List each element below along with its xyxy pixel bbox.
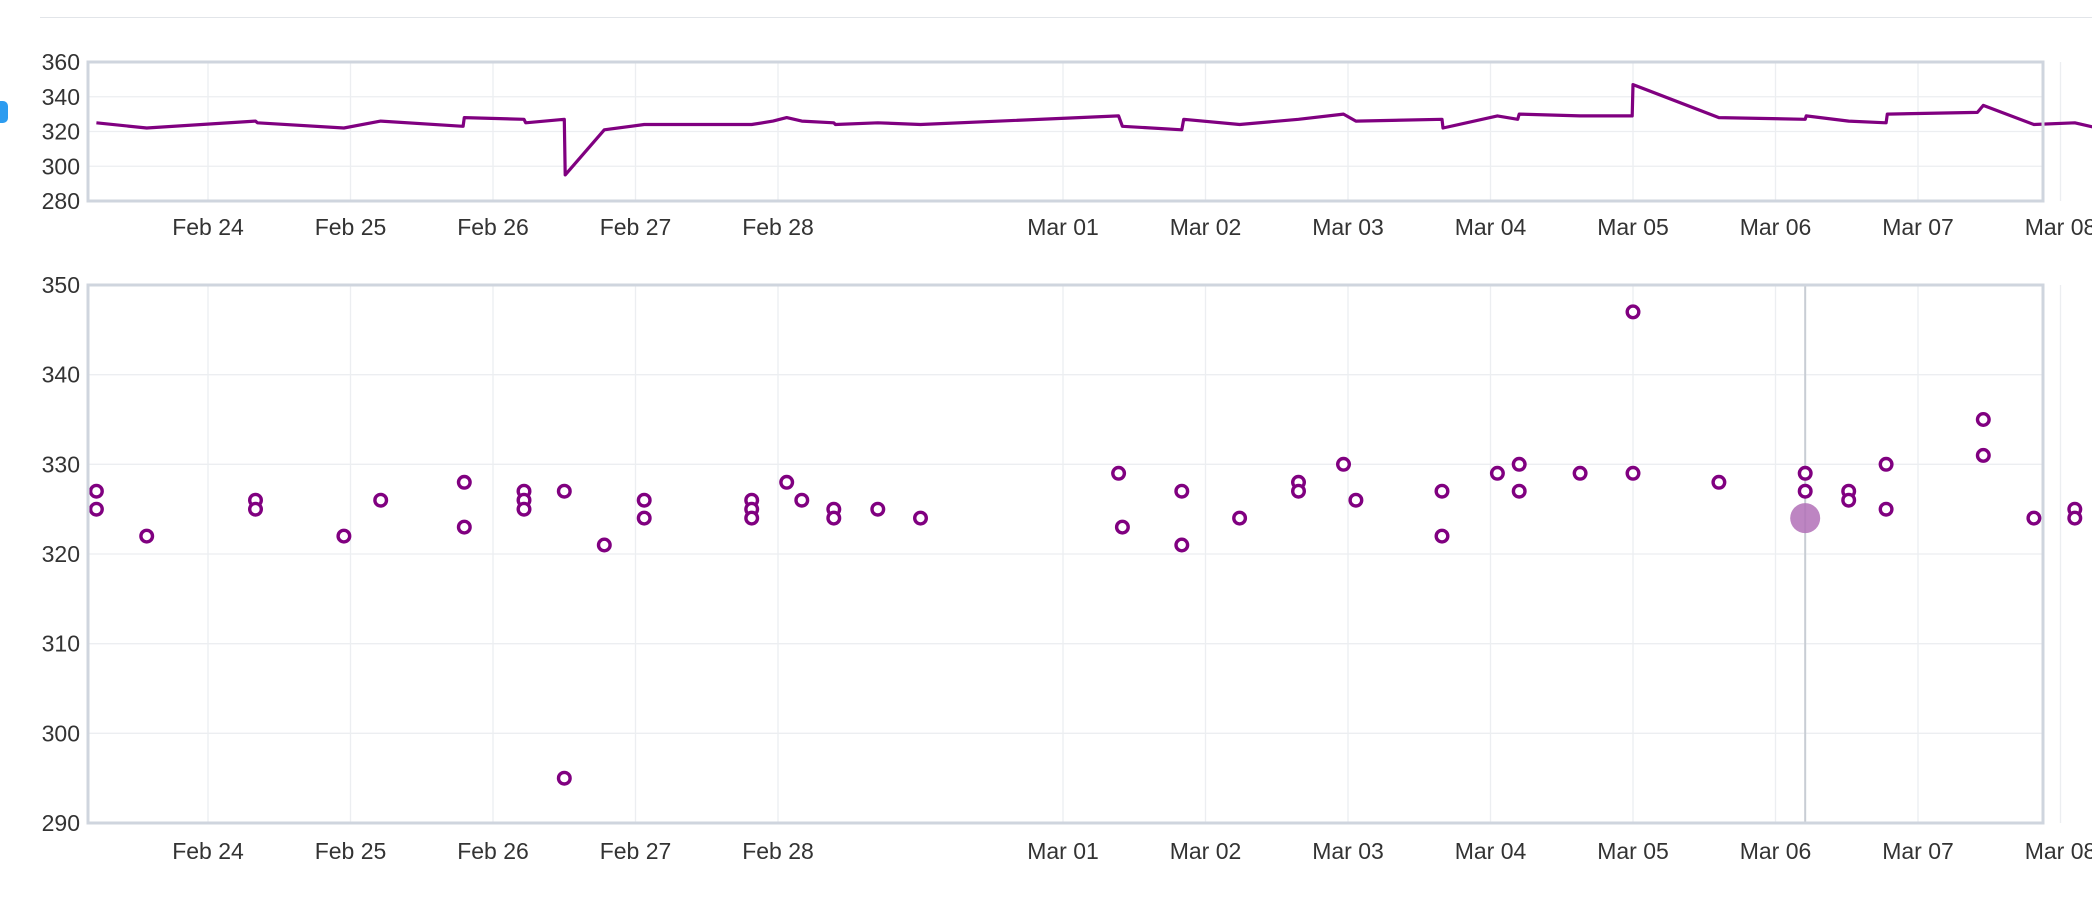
detail-gridlines: [88, 284, 2062, 824]
scatter-point[interactable]: [1290, 483, 1306, 499]
overview-y-tick-label: 340: [42, 84, 80, 110]
overview-x-tick-label: Mar 08: [2025, 214, 2092, 240]
scatter-point[interactable]: [1841, 492, 1857, 508]
overview-x-tick-label: Feb 26: [457, 214, 529, 240]
overview-x-tick-label: Mar 04: [1455, 214, 1527, 240]
scatter-point[interactable]: [139, 528, 155, 544]
overview-x-tick-label: Mar 03: [1312, 214, 1384, 240]
overview-gridlines: [88, 61, 2062, 202]
overview-x-tick-label: Feb 25: [315, 214, 387, 240]
scatter-point[interactable]: [88, 483, 104, 499]
overview-x-tick-label: Mar 06: [1740, 214, 1812, 240]
header-divider: [40, 17, 2092, 18]
detail-y-tick-label: 350: [42, 272, 80, 298]
detail-x-tick-label: Feb 28: [742, 838, 814, 864]
scatter-point[interactable]: [1348, 492, 1364, 508]
scatter-point[interactable]: [779, 474, 795, 490]
scatter-point[interactable]: [556, 770, 572, 786]
scatter-point[interactable]: [2026, 510, 2042, 526]
overview-x-tick-label: Mar 02: [1170, 214, 1242, 240]
scatter-point[interactable]: [1111, 465, 1127, 481]
scatter-point[interactable]: [1797, 483, 1813, 499]
overview-x-tick-label: Feb 28: [742, 214, 814, 240]
overview-series-line[interactable]: [96, 83, 2092, 177]
scatter-point[interactable]: [373, 492, 389, 508]
detail-x-tick-label: Mar 08: [2025, 838, 2092, 864]
overview-y-tick-label: 320: [42, 119, 80, 145]
scatter-point[interactable]: [336, 528, 352, 544]
detail-x-tick-label: Feb 26: [457, 838, 529, 864]
side-tab-badge[interactable]: [0, 101, 8, 123]
scatter-point[interactable]: [1878, 456, 1894, 472]
scatter-point[interactable]: [1489, 465, 1505, 481]
overview-x-tick-label: Mar 07: [1882, 214, 1954, 240]
hover-point-halo: [1790, 503, 1821, 534]
scatter-point[interactable]: [636, 510, 652, 526]
scatter-point[interactable]: [636, 492, 652, 508]
detail-scatter-chart[interactable]: 290 300 310 320 330 340 350 Feb 24 Feb 25 Feb 26 F…: [42, 272, 2092, 864]
detail-y-tick-label: 340: [42, 362, 80, 388]
overview-x-tick-label: Mar 01: [1027, 214, 1099, 240]
detail-x-tick-label: Mar 01: [1027, 838, 1099, 864]
scatter-point[interactable]: [1797, 465, 1813, 481]
overview-x-tick-label: Feb 24: [172, 214, 244, 240]
scatter-point[interactable]: [1625, 304, 1641, 320]
scatter-point[interactable]: [1511, 483, 1527, 499]
scatter-point[interactable]: [1114, 519, 1130, 535]
detail-y-tick-label: 290: [42, 810, 80, 836]
detail-x-tick-label: Mar 02: [1170, 838, 1242, 864]
overview-line-chart[interactable]: 280 300 320 340 360 Feb 24 Feb 25 Feb 26 Feb 27 F…: [42, 49, 2092, 240]
scatter-point[interactable]: [2067, 510, 2083, 526]
detail-x-tick-label: Mar 03: [1312, 838, 1384, 864]
detail-x-tick-label: Feb 25: [315, 838, 387, 864]
overview-y-tick-label: 280: [42, 188, 80, 214]
detail-x-tick-label: Mar 07: [1882, 838, 1954, 864]
scatter-point[interactable]: [516, 501, 532, 517]
scatter-point[interactable]: [88, 501, 104, 517]
scatter-point[interactable]: [556, 483, 572, 499]
detail-plot-frame: [86, 283, 2045, 825]
scatter-point[interactable]: [456, 519, 472, 535]
scatter-point[interactable]: [1434, 528, 1450, 544]
detail-x-tick-label: Feb 27: [600, 838, 672, 864]
scatter-point[interactable]: [1711, 474, 1727, 490]
scatter-point[interactable]: [596, 537, 612, 553]
scatter-point[interactable]: [1975, 447, 1991, 463]
overview-y-tick-label: 300: [42, 153, 80, 179]
scatter-point[interactable]: [1878, 501, 1894, 517]
detail-x-tick-label: Mar 06: [1740, 838, 1812, 864]
scatter-point[interactable]: [870, 501, 886, 517]
scatter-point[interactable]: [247, 501, 263, 517]
scatter-point[interactable]: [913, 510, 929, 526]
overview-y-tick-label: 360: [42, 49, 80, 75]
scatter-point[interactable]: [456, 474, 472, 490]
detail-x-tick-label: Mar 04: [1455, 838, 1527, 864]
scatter-point[interactable]: [744, 510, 760, 526]
overview-plot-frame: [86, 60, 2045, 203]
detail-x-tick-label: Feb 24: [172, 838, 244, 864]
scatter-point[interactable]: [1335, 456, 1351, 472]
scatter-point[interactable]: [1174, 483, 1190, 499]
overview-x-tick-label: Mar 05: [1597, 214, 1669, 240]
detail-y-tick-label: 310: [42, 631, 80, 657]
scatter-point[interactable]: [1625, 465, 1641, 481]
scatter-point[interactable]: [1174, 537, 1190, 553]
scatter-point[interactable]: [1434, 483, 1450, 499]
scatter-point[interactable]: [1572, 465, 1588, 481]
scatter-point[interactable]: [794, 492, 810, 508]
detail-y-tick-label: 320: [42, 541, 80, 567]
scatter-point[interactable]: [1232, 510, 1248, 526]
detail-x-tick-label: Mar 05: [1597, 838, 1669, 864]
detail-y-tick-label: 300: [42, 720, 80, 746]
scatter-point[interactable]: [1975, 412, 1991, 428]
scatter-point[interactable]: [826, 510, 842, 526]
overview-x-tick-label: Feb 27: [600, 214, 672, 240]
scatter-point[interactable]: [1511, 456, 1527, 472]
detail-y-tick-label: 330: [42, 451, 80, 477]
